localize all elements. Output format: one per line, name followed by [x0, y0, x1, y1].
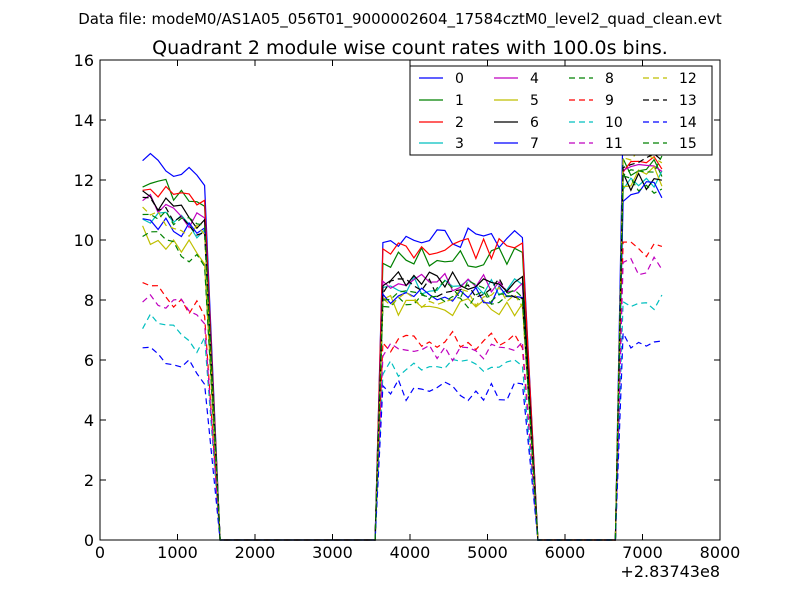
- series-line-5: [142, 165, 663, 541]
- series-line-13: [142, 153, 663, 541]
- y-tick-label: 12: [74, 171, 94, 190]
- y-tick-label: 0: [84, 531, 94, 550]
- legend-label-6: 6: [530, 115, 539, 131]
- legend-label-8: 8: [605, 71, 614, 87]
- legend-label-1: 1: [455, 93, 464, 109]
- legend-label-15: 15: [679, 136, 697, 152]
- legend-label-10: 10: [605, 115, 623, 131]
- y-tick-label: 6: [84, 351, 94, 370]
- y-tick-label: 16: [74, 51, 94, 70]
- legend-label-11: 11: [605, 136, 623, 152]
- chart-title: Quadrant 2 module wise count rates with …: [152, 37, 668, 59]
- legend-label-12: 12: [679, 71, 697, 87]
- legend-label-4: 4: [530, 71, 539, 87]
- series-line-7: [142, 181, 663, 541]
- x-tick-label: 5000: [467, 543, 508, 562]
- x-tick-label: 2000: [235, 543, 276, 562]
- axis-ticks: 0 1000 2000 3000 4000 5000 6000 7000 80000246810…: [74, 51, 741, 562]
- series-line-3: [142, 170, 663, 541]
- y-tick-label: 14: [74, 111, 94, 130]
- legend-label-5: 5: [530, 93, 539, 109]
- x-tick-label: 3000: [312, 543, 353, 562]
- series-line-15: [142, 155, 663, 541]
- x-tick-label: 6000: [545, 543, 586, 562]
- x-tick-label: 1000: [157, 543, 198, 562]
- legend-label-0: 0: [455, 71, 464, 87]
- legend-frame: [409, 65, 713, 156]
- legend-label-9: 9: [605, 93, 614, 109]
- y-tick-label: 8: [84, 291, 94, 310]
- x-offset-label: +2.83743e8: [620, 562, 720, 581]
- series-line-10: [142, 294, 663, 541]
- legend-label-3: 3: [455, 136, 464, 152]
- y-tick-label: 2: [84, 471, 94, 490]
- y-tick-label: 10: [74, 231, 94, 250]
- series-line-1: [142, 158, 663, 541]
- series-line-8: [142, 174, 663, 541]
- x-tick-label: 4000: [390, 543, 431, 562]
- x-tick-label: 7000: [622, 543, 663, 562]
- series-line-2: [142, 155, 663, 541]
- y-tick-label: 4: [84, 411, 94, 430]
- plot-lines: [142, 117, 663, 541]
- legend-label-14: 14: [679, 115, 697, 131]
- series-line-11: [142, 255, 663, 541]
- legend-label-2: 2: [455, 115, 464, 131]
- series-line-12: [142, 149, 663, 541]
- series-line-0: [142, 117, 663, 541]
- series-line-6: [142, 172, 663, 541]
- x-tick-label: 0: [95, 543, 105, 562]
- series-line-4: [142, 163, 663, 541]
- x-tick-label: 8000: [700, 543, 741, 562]
- legend-label-7: 7: [530, 136, 539, 152]
- legend-label-13: 13: [679, 93, 697, 109]
- suptitle: Data file: modeM0/AS1A05_056T01_90000026…: [78, 10, 722, 29]
- series-line-14: [142, 330, 662, 541]
